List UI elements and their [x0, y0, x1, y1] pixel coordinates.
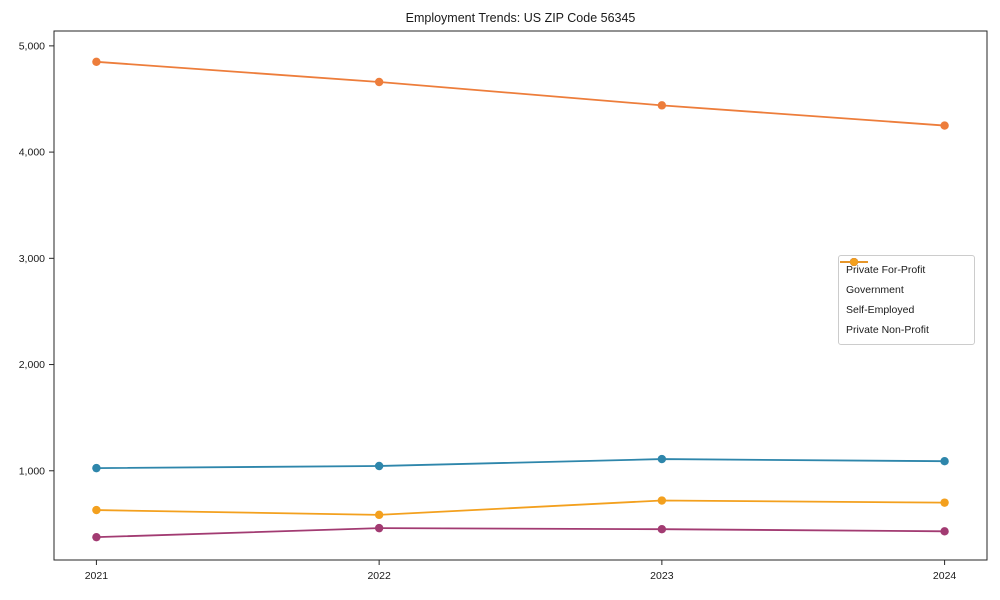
legend-item-government: Government	[840, 258, 966, 297]
legend-label: Private For-Profit	[846, 264, 926, 276]
data-point-government	[92, 463, 101, 473]
legend-label: Private Non-Profit	[846, 324, 929, 336]
series-line-private-for-profit	[96, 60, 945, 127]
legend-label: Self-Employed	[846, 304, 915, 316]
data-point-private-for-profit	[940, 121, 949, 130]
legend: Private For-Profit Government Self-Employe…	[838, 255, 975, 345]
y-tick-label: 3,000	[19, 253, 45, 265]
legend-swatch-marker	[850, 258, 858, 266]
data-point-private-non-profit	[940, 498, 949, 507]
axes-spines	[53, 30, 988, 561]
data-point-government	[657, 454, 667, 464]
series-line-government	[96, 458, 945, 470]
data-point-private-for-profit	[92, 57, 101, 67]
chart-title: Employment Trends: US ZIP Code 56345	[405, 11, 636, 25]
data-point-private-for-profit	[657, 101, 667, 110]
legend-item-self-employed: Self-Employed	[840, 258, 966, 317]
data-point-self-employed	[657, 524, 667, 534]
data-point-government	[940, 457, 949, 466]
x-tick-label: 2024	[933, 570, 957, 582]
legend-swatch-private-non-profit	[840, 258, 868, 266]
data-point-self-employed	[374, 523, 384, 533]
x-tick-label: 2022	[367, 570, 391, 582]
y-tick-label: 4,000	[19, 147, 45, 159]
y-tick-label: 1,000	[19, 465, 45, 477]
data-point-private-non-profit	[657, 496, 667, 505]
data-point-private-non-profit	[92, 505, 101, 515]
series-line-self-employed	[96, 527, 945, 539]
legend-label: Government	[846, 284, 904, 296]
data-point-self-employed	[92, 532, 101, 542]
series-line-private-non-profit	[96, 499, 945, 516]
x-tick-label: 2021	[85, 570, 109, 582]
legend-item-private-non-profit: Private Non-Profit	[840, 258, 966, 337]
data-point-private-for-profit	[374, 77, 384, 87]
x-tick-label: 2023	[650, 570, 674, 582]
y-tick-label: 5,000	[19, 40, 45, 52]
data-point-government	[374, 461, 384, 471]
data-point-self-employed	[940, 527, 949, 536]
y-tick-label: 2,000	[19, 359, 45, 371]
data-point-private-non-profit	[374, 510, 384, 520]
